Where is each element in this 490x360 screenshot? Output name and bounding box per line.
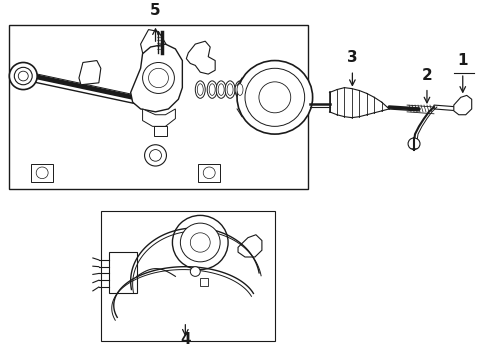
Bar bbox=[153, 126, 168, 136]
Ellipse shape bbox=[247, 81, 257, 98]
Text: 1: 1 bbox=[458, 53, 468, 68]
Text: 4: 4 bbox=[180, 332, 191, 347]
Circle shape bbox=[190, 233, 210, 252]
Polygon shape bbox=[131, 44, 182, 112]
Polygon shape bbox=[141, 30, 169, 55]
Polygon shape bbox=[186, 41, 215, 74]
Bar bbox=[101, 211, 275, 341]
Ellipse shape bbox=[227, 84, 233, 95]
Ellipse shape bbox=[237, 84, 243, 95]
Text: 2: 2 bbox=[421, 68, 432, 83]
Circle shape bbox=[190, 267, 200, 276]
Circle shape bbox=[18, 71, 28, 81]
Bar bbox=[200, 278, 208, 286]
Circle shape bbox=[180, 223, 220, 262]
Polygon shape bbox=[79, 60, 101, 85]
Text: 5: 5 bbox=[150, 3, 161, 18]
Ellipse shape bbox=[207, 81, 217, 98]
Circle shape bbox=[408, 138, 420, 150]
Circle shape bbox=[172, 215, 228, 270]
Ellipse shape bbox=[249, 84, 255, 95]
Circle shape bbox=[145, 145, 167, 166]
Circle shape bbox=[245, 68, 305, 126]
Circle shape bbox=[149, 150, 162, 161]
Ellipse shape bbox=[196, 81, 205, 98]
Bar bbox=[9, 25, 308, 189]
Ellipse shape bbox=[216, 81, 226, 98]
Polygon shape bbox=[434, 105, 469, 111]
Text: 3: 3 bbox=[347, 50, 358, 66]
Circle shape bbox=[14, 67, 32, 85]
Ellipse shape bbox=[218, 84, 224, 95]
Ellipse shape bbox=[235, 81, 245, 98]
Polygon shape bbox=[238, 235, 262, 257]
Circle shape bbox=[9, 63, 37, 90]
Bar bbox=[198, 164, 220, 181]
Polygon shape bbox=[143, 109, 175, 126]
Circle shape bbox=[148, 68, 169, 87]
Ellipse shape bbox=[225, 81, 235, 98]
Bar bbox=[31, 164, 53, 181]
Circle shape bbox=[237, 60, 313, 134]
Polygon shape bbox=[454, 95, 472, 115]
Bar bbox=[109, 252, 137, 293]
Ellipse shape bbox=[209, 84, 215, 95]
Circle shape bbox=[259, 82, 291, 113]
Circle shape bbox=[203, 167, 215, 179]
Circle shape bbox=[36, 167, 48, 179]
Circle shape bbox=[143, 63, 174, 94]
Ellipse shape bbox=[197, 84, 203, 95]
